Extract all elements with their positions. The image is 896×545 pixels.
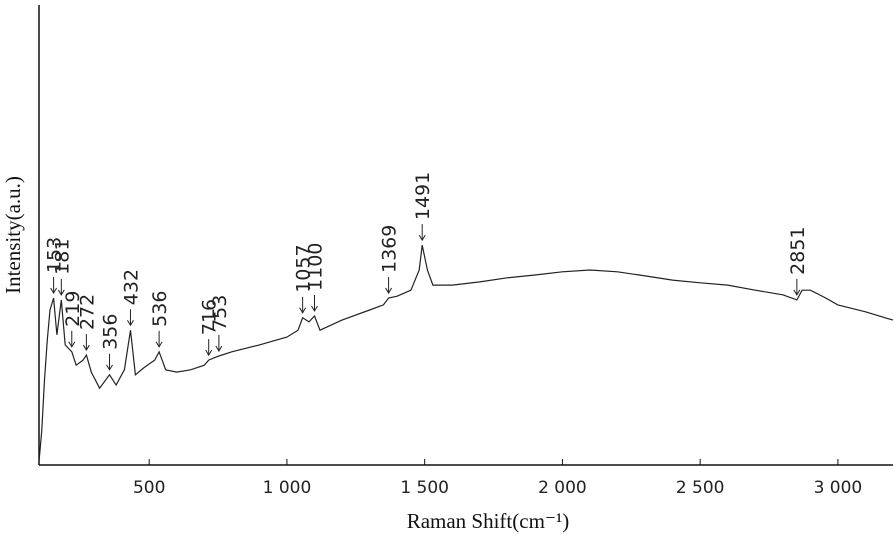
peak-arrow-head bbox=[311, 305, 318, 312]
peak-arrow-head bbox=[793, 289, 801, 296]
x-axis-title: Raman Shift(cm⁻¹) bbox=[407, 509, 570, 533]
peak-arrow-head bbox=[50, 287, 58, 294]
x-tick-label: 2 500 bbox=[676, 478, 725, 498]
x-tick-label: 500 bbox=[133, 478, 165, 498]
peak-arrow-head bbox=[68, 341, 76, 348]
peak-arrow-head bbox=[155, 341, 163, 348]
peak-label: 1369 bbox=[379, 225, 401, 273]
peak-label: 716 bbox=[199, 299, 221, 335]
peak-arrow-head bbox=[299, 307, 307, 314]
peak-label: 432 bbox=[120, 269, 142, 305]
peak-arrow-head bbox=[215, 345, 223, 352]
peak-arrow-head bbox=[385, 287, 393, 294]
x-tick-label: 1 500 bbox=[400, 478, 449, 498]
peak-label: 2851 bbox=[787, 227, 809, 275]
peak-label: 272 bbox=[76, 294, 98, 330]
x-tick-label: 3 000 bbox=[814, 478, 863, 498]
peak-arrow-head bbox=[205, 349, 213, 357]
peak-label: 753 bbox=[209, 295, 231, 331]
peak-arrow-head bbox=[57, 289, 65, 296]
peak-label: 219 bbox=[62, 291, 84, 327]
peak-label: 1100 bbox=[304, 243, 326, 291]
peak-arrow-head bbox=[106, 364, 113, 371]
peak-arrow-head bbox=[82, 344, 90, 352]
peak-arrow-head bbox=[127, 319, 134, 327]
peak-label: 356 bbox=[100, 314, 122, 350]
peak-arrow-head bbox=[418, 234, 426, 242]
x-tick-label: 2 000 bbox=[538, 478, 587, 498]
x-tick-label: 1 000 bbox=[263, 478, 312, 498]
spectrum-line bbox=[38, 244, 894, 462]
peak-label: 1057 bbox=[293, 244, 315, 292]
peak-label: 1491 bbox=[412, 172, 434, 220]
y-axis-title: Intensity(a.u.) bbox=[1, 176, 25, 294]
peak-label: 536 bbox=[149, 291, 171, 327]
peak-label: 181 bbox=[51, 239, 73, 275]
peak-label: 153 bbox=[44, 237, 66, 273]
